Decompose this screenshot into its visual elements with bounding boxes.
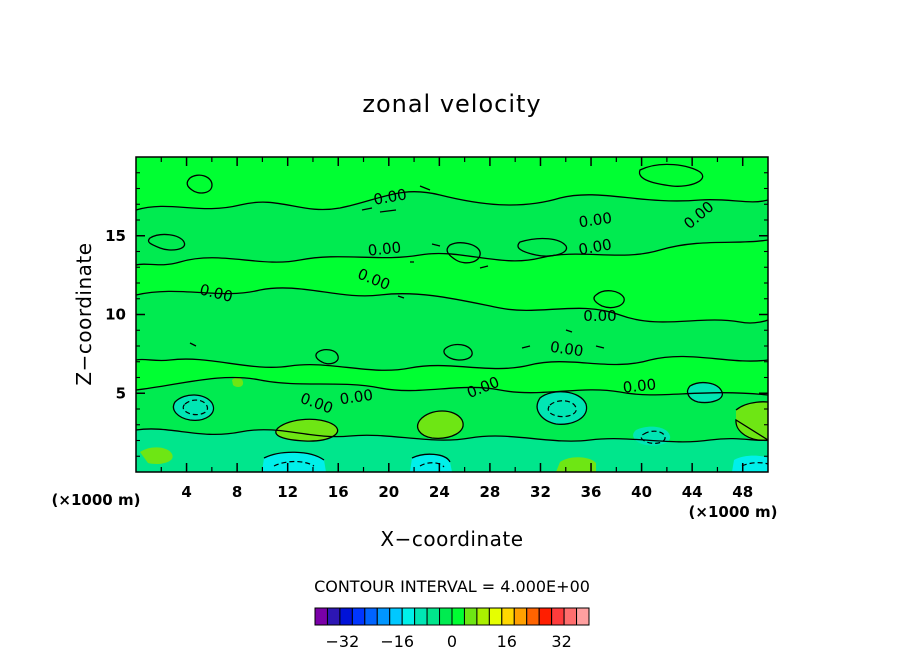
contour-field: 0.000.000.000.000.000.000.000.000.000.00… <box>136 157 768 472</box>
fill-blob-positive <box>417 411 464 439</box>
colorbar-swatch <box>526 607 540 626</box>
colorbar-swatch <box>426 607 441 626</box>
x-tick-label: 40 <box>631 483 652 501</box>
contour-label: 0.00 <box>549 338 585 360</box>
colorbar-swatch <box>501 607 515 626</box>
contour-label: 0.00 <box>339 386 375 408</box>
contour-lines-dashed <box>182 399 768 468</box>
x-tick-label: 28 <box>479 483 500 501</box>
colorbar-swatch <box>351 607 366 626</box>
fill-blob-positive <box>232 377 244 387</box>
colorbar-tick-label: 32 <box>551 632 571 651</box>
chart-title: zonal velocity <box>362 90 541 118</box>
x-axis-ticks: 4 8 12 16 20 24 28 32 36 40 44 48 <box>160 157 753 501</box>
colorbar-swatch <box>576 607 590 626</box>
y-tick-label: 5 <box>116 384 126 402</box>
colorbar-swatch <box>563 607 578 626</box>
x-tick-label: 4 <box>181 483 191 501</box>
contour-label: 0.00 <box>577 235 613 259</box>
x-tick-label: 12 <box>277 483 298 501</box>
colorbar-swatch <box>364 607 378 626</box>
colorbar-swatch <box>551 607 565 626</box>
colorbar <box>314 607 590 626</box>
contour-lines-solid <box>136 163 768 463</box>
y-tick-label: 10 <box>105 306 126 324</box>
colorbar-swatch <box>463 607 478 626</box>
contour-label: 0.00 <box>578 209 614 231</box>
x-axis-unit-left: (×1000 m) <box>52 491 141 509</box>
colorbar-swatch <box>439 607 453 626</box>
x-axis-label: X−coordinate <box>380 527 523 551</box>
colorbar-swatch <box>401 607 416 626</box>
x-tick-label: 8 <box>232 483 242 501</box>
colorbar-swatch <box>314 607 328 626</box>
colorbar-swatch <box>513 607 528 626</box>
colorbar-tick-label: 16 <box>497 632 517 651</box>
colorbar-swatch <box>376 607 391 626</box>
contour-label: 0.00 <box>367 238 402 259</box>
fill-blob-positive <box>140 447 173 464</box>
x-tick-label: 48 <box>732 483 753 501</box>
colorbar-swatch <box>488 607 503 626</box>
fill-blob-negative <box>173 394 214 421</box>
colorbar-swatch <box>389 607 403 626</box>
colorbar-swatch <box>538 607 553 626</box>
colorbar-tick-label: −32 <box>326 632 360 651</box>
contour-label: 0.00 <box>372 185 408 209</box>
colorbar-tick-label: −16 <box>380 632 414 651</box>
colorbar-tick-label: 0 <box>447 632 457 651</box>
colorbar-ticks: −32 −16 0 16 32 <box>326 632 572 651</box>
x-tick-label: 32 <box>530 483 551 501</box>
x-tick-label: 36 <box>581 483 602 501</box>
contour-interval-label: CONTOUR INTERVAL = 4.000E+00 <box>314 577 590 596</box>
fill-blob-negative <box>262 452 326 472</box>
colorbar-swatch <box>451 607 465 626</box>
colorbar-swatch <box>326 607 341 626</box>
fill-blob-negative <box>537 391 587 425</box>
x-tick-label: 20 <box>378 483 399 501</box>
x-axis-unit-right: (×1000 m) <box>689 503 778 521</box>
fill-blob-positive <box>735 401 768 441</box>
contour-label: 0.00 <box>583 307 616 325</box>
x-tick-label: 44 <box>682 483 703 501</box>
y-tick-label: 15 <box>105 227 126 245</box>
colorbar-swatch <box>339 607 353 626</box>
x-tick-label: 24 <box>429 483 450 501</box>
contour-label: 0.00 <box>622 375 657 396</box>
x-tick-label: 16 <box>328 483 349 501</box>
colorbar-swatch <box>476 607 490 626</box>
fill-region-upper <box>136 191 768 265</box>
y-axis-ticks: 5 10 15 <box>105 172 768 457</box>
colorbar-swatch <box>414 607 428 626</box>
y-axis-label: Z−coordinate <box>72 242 96 385</box>
fill-region-middle <box>136 287 768 371</box>
